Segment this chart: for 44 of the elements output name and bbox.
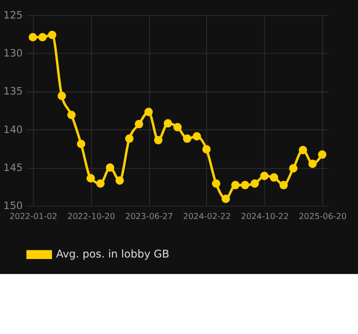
x-tick-label: 2022-10-20 — [67, 210, 116, 221]
point — [173, 122, 182, 132]
y-tick-label: 125 — [3, 10, 23, 22]
point — [308, 160, 317, 168]
point — [134, 120, 144, 128]
y-tick-label: 150 — [3, 201, 23, 212]
point — [115, 176, 124, 185]
point — [96, 179, 105, 188]
point — [125, 134, 134, 143]
point — [298, 146, 308, 154]
point — [260, 172, 269, 180]
point — [222, 194, 230, 204]
point — [106, 163, 114, 172]
point — [279, 180, 288, 190]
point — [144, 108, 153, 116]
point — [58, 92, 66, 100]
point — [202, 145, 211, 154]
point — [231, 180, 240, 190]
point — [86, 174, 95, 182]
point — [289, 164, 298, 173]
x-tick-label: 2025-06-20 — [298, 210, 347, 221]
point — [270, 173, 278, 182]
x-tick-label: 2024-02-22 — [183, 210, 231, 221]
point — [240, 180, 250, 190]
point — [67, 110, 76, 120]
point — [76, 140, 86, 148]
point — [192, 132, 202, 140]
y-tick-label: 145 — [3, 162, 23, 174]
point — [183, 134, 192, 143]
point — [154, 136, 162, 144]
x-tick-label: 2024-10-22 — [240, 210, 289, 221]
x-tick-label: 2022-01-02 — [9, 210, 58, 221]
point — [318, 150, 326, 159]
point — [164, 119, 172, 128]
y-tick-label: 140 — [3, 124, 23, 136]
point — [38, 33, 47, 42]
point — [48, 30, 56, 40]
y-tick-label: 135 — [3, 86, 23, 98]
legend-label: Avg. pos. in lobby GB — [56, 247, 170, 260]
point — [250, 179, 259, 188]
x-tick-label: 2023-06-27 — [125, 210, 173, 221]
point — [28, 33, 38, 42]
y-tick-label: 130 — [3, 48, 23, 60]
point — [212, 179, 220, 188]
